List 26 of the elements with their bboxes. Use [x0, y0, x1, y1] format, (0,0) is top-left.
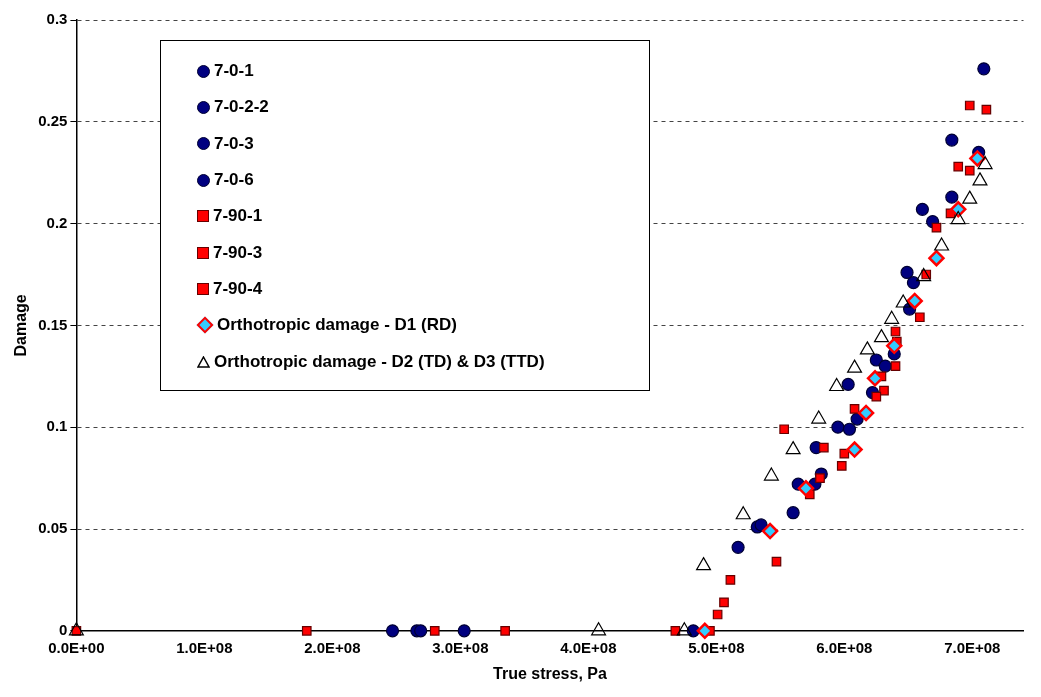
legend-label: 7-90-4	[213, 278, 263, 299]
x-tick-label: 4.0E+08	[560, 638, 617, 656]
x-tick-label: 2.0E+08	[304, 638, 361, 656]
y-tick-label: 0.15	[38, 315, 68, 333]
y-tick-label: 0.1	[46, 417, 68, 435]
legend-label: 7-0-1	[214, 61, 254, 82]
legend-label: Orthotropic damage - D2 (TD) & D3 (TTD)	[214, 351, 545, 372]
y-tick-label: 0.2	[46, 213, 68, 231]
legend-label: 7-0-6	[214, 170, 254, 191]
y-tick-label: 0.05	[38, 519, 68, 537]
x-axis-title: True stress, Pa	[493, 664, 607, 682]
legend-label: 7-0-2-2	[214, 97, 269, 118]
x-tick-label: 7.0E+08	[944, 638, 1001, 656]
x-tick-label: 6.0E+08	[816, 638, 873, 656]
x-tick-label: 0.0E+00	[48, 638, 105, 656]
y-tick-label: 0.3	[46, 10, 68, 28]
legend-label: 7-90-1	[213, 206, 263, 227]
x-tick-label: 5.0E+08	[688, 638, 745, 656]
legend-label: 7-90-3	[213, 242, 263, 263]
y-axis-title: Damage	[12, 294, 30, 357]
legend-label: Orthotropic damage - D1 (RD)	[217, 315, 457, 336]
x-tick-label: 1.0E+08	[176, 638, 233, 656]
x-tick-label: 3.0E+08	[432, 638, 489, 656]
legend-label: 7-0-3	[214, 133, 254, 154]
y-tick-label: 0.25	[38, 111, 68, 129]
y-tick-label: 0	[59, 620, 68, 638]
